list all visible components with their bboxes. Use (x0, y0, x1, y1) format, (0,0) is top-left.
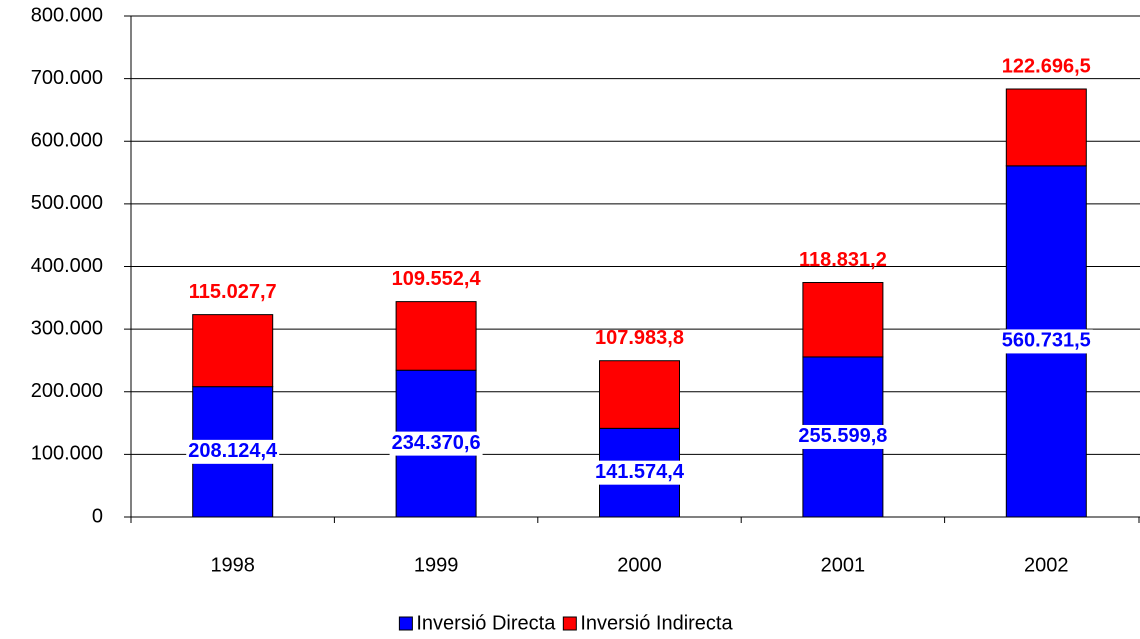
legend-swatch (398, 616, 413, 631)
y-tick-label: 800.000 (31, 4, 103, 26)
bar-segment (802, 282, 884, 358)
value-label: 122.696,5 (1002, 55, 1091, 77)
value-label-group: 122.696,5 (1002, 55, 1091, 77)
y-tick-label: 0 (92, 505, 103, 527)
label-bg (999, 329, 1093, 354)
value-label-group: 115.027,7 (189, 281, 277, 303)
value-label: 107.983,8 (595, 327, 684, 349)
x-tick-label: 1998 (210, 554, 255, 576)
value-label: 115.027,7 (189, 281, 277, 303)
label-bg (796, 424, 890, 449)
label-bg (186, 439, 280, 464)
value-label: 234.370,6 (392, 432, 481, 454)
y-tick-label: 700.000 (31, 67, 103, 89)
value-label-group: 560.731,5 (999, 329, 1093, 354)
bar-segment (192, 314, 274, 388)
x-tick-label: 1999 (414, 554, 459, 576)
value-label-group: 255.599,8 (796, 424, 890, 449)
x-tick-label: 2000 (617, 554, 662, 576)
value-label: 255.599,8 (798, 425, 887, 447)
legend: Inversió Directa Inversió Indirecta (398, 612, 733, 634)
legend-swatch (562, 616, 577, 631)
legend-label: Inversió Indirecta (580, 612, 733, 634)
value-label: 118.831,2 (799, 249, 887, 271)
y-tick-label: 600.000 (31, 130, 103, 152)
x-tick-label: 2001 (821, 554, 866, 576)
value-label-group: 234.370,6 (389, 431, 483, 456)
value-label-group: 107.983,8 (595, 327, 684, 349)
value-label: 560.731,5 (1002, 330, 1091, 352)
bar-segment (1005, 88, 1087, 167)
value-label-group: 109.552,4 (392, 268, 482, 290)
value-label: 109.552,4 (392, 268, 482, 290)
value-label-group: 141.574,4 (593, 460, 686, 485)
y-tick-label: 200.000 (31, 380, 103, 402)
y-tick-label: 500.000 (31, 192, 103, 214)
y-tick-label: 100.000 (31, 443, 103, 465)
y-tick-label: 400.000 (31, 255, 103, 277)
value-label: 208.124,4 (188, 440, 278, 462)
value-label-group: 118.831,2 (799, 249, 887, 271)
value-label-group: 208.124,4 (186, 439, 280, 464)
label-bg (389, 431, 483, 456)
value-label: 141.574,4 (595, 461, 685, 483)
x-tick-label: 2002 (1024, 554, 1069, 576)
bar-segment (395, 301, 477, 371)
y-tick-label: 300.000 (31, 317, 103, 339)
label-bg (593, 460, 686, 485)
legend-label: Inversió Directa (416, 612, 556, 634)
bar-segment (599, 360, 680, 429)
